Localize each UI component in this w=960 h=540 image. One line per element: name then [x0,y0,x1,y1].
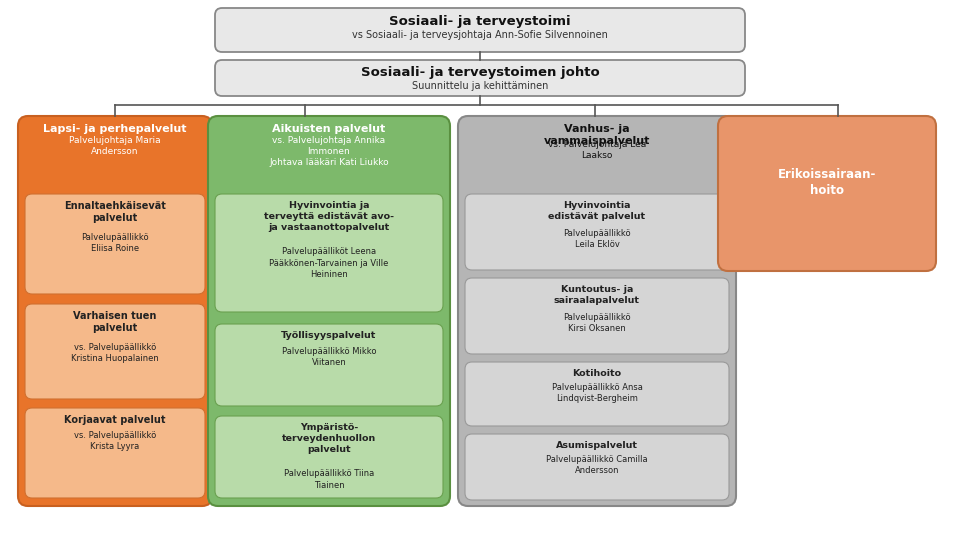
Text: Palvelupäällikkö Ansa
Lindqvist-Bergheim: Palvelupäällikkö Ansa Lindqvist-Bergheim [552,383,642,403]
Text: Palvelupäällikkö
Leila Eklöv: Palvelupäällikkö Leila Eklöv [564,229,631,249]
Text: Kuntoutus- ja
sairaalapalvelut: Kuntoutus- ja sairaalapalvelut [554,285,640,305]
Text: Palvelupäälliköt Leena
Pääkkönen-Tarvainen ja Ville
Heininen: Palvelupäälliköt Leena Pääkkönen-Tarvain… [270,247,389,279]
Text: vs. Palvelupäällikkö
Kristina Huopalainen: vs. Palvelupäällikkö Kristina Huopalaine… [71,343,158,363]
FancyBboxPatch shape [465,278,729,354]
Text: Korjaavat palvelut: Korjaavat palvelut [64,415,166,425]
Text: Aikuisten palvelut: Aikuisten palvelut [273,124,386,134]
FancyBboxPatch shape [215,324,443,406]
Text: Palvelujohtaja Maria
Andersson: Palvelujohtaja Maria Andersson [69,136,161,156]
Text: Lapsi- ja perhepalvelut: Lapsi- ja perhepalvelut [43,124,187,134]
FancyBboxPatch shape [718,116,936,271]
FancyBboxPatch shape [25,194,205,294]
Text: Ennaltaehkäisevät
palvelut: Ennaltaehkäisevät palvelut [64,201,166,224]
FancyBboxPatch shape [458,116,736,506]
FancyBboxPatch shape [465,434,729,500]
Text: Palvelupäällikkö Camilla
Andersson: Palvelupäällikkö Camilla Andersson [546,455,648,475]
FancyBboxPatch shape [18,116,212,506]
FancyBboxPatch shape [25,408,205,498]
Text: vs. Palvelujohtaja Lea
Laakso: vs. Palvelujohtaja Lea Laakso [548,140,646,160]
Text: Suunnittelu ja kehittäminen: Suunnittelu ja kehittäminen [412,81,548,91]
Text: Vanhus- ja
vammaispalvelut: Vanhus- ja vammaispalvelut [543,124,650,146]
Text: Palvelupäällikkö Mikko
Viitanen: Palvelupäällikkö Mikko Viitanen [281,347,376,367]
FancyBboxPatch shape [465,362,729,426]
Text: Palvelupäällikkö
Eliisa Roine: Palvelupäällikkö Eliisa Roine [82,233,149,253]
Text: Kotihoito: Kotihoito [572,369,621,378]
Text: Varhaisen tuen
palvelut: Varhaisen tuen palvelut [73,311,156,333]
FancyBboxPatch shape [25,304,205,399]
Text: Palvelupäällikkö
Kirsi Oksanen: Palvelupäällikkö Kirsi Oksanen [564,313,631,333]
Text: Sosiaali- ja terveystoimen johto: Sosiaali- ja terveystoimen johto [361,66,599,79]
Text: Palvelupäällikkö Tiina
Tiainen: Palvelupäällikkö Tiina Tiainen [284,469,374,490]
Text: Työllisyyspalvelut: Työllisyyspalvelut [281,331,376,340]
Text: vs. Palvelujohtaja Annika
Immonen
Johtava lääkäri Kati Liukko: vs. Palvelujohtaja Annika Immonen Johtav… [269,136,389,167]
FancyBboxPatch shape [465,194,729,270]
Text: Sosiaali- ja terveystoimi: Sosiaali- ja terveystoimi [389,15,571,28]
FancyBboxPatch shape [208,116,450,506]
Text: Hyvinvointia ja
terveyttä edistävät avo-
ja vastaanottopalvelut: Hyvinvointia ja terveyttä edistävät avo-… [264,201,394,232]
Text: Ympäristö-
terveydenhuollon
palvelut: Ympäristö- terveydenhuollon palvelut [282,423,376,454]
Text: vs. Palvelupäällikkö
Krista Lyyra: vs. Palvelupäällikkö Krista Lyyra [74,431,156,451]
Text: vs Sosiaali- ja terveysjohtaja Ann-Sofie Silvennoinen: vs Sosiaali- ja terveysjohtaja Ann-Sofie… [352,30,608,40]
FancyBboxPatch shape [215,8,745,52]
Text: Erikoissairaan-
hoito: Erikoissairaan- hoito [778,168,876,197]
FancyBboxPatch shape [215,416,443,498]
Text: Asumispalvelut: Asumispalvelut [556,441,638,450]
Text: Hyvinvointia
edistävät palvelut: Hyvinvointia edistävät palvelut [548,201,645,221]
FancyBboxPatch shape [215,60,745,96]
FancyBboxPatch shape [215,194,443,312]
